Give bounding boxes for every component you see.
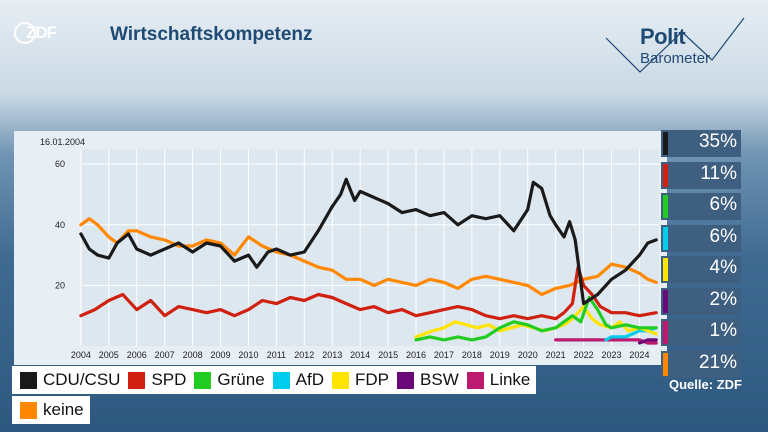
series-line-cducsu — [79, 177, 658, 306]
brand-line2: Barometer — [640, 50, 711, 67]
final-value-text: 1% — [709, 320, 737, 341]
x-tick-label: 2010 — [238, 350, 258, 360]
final-value-text: 4% — [709, 257, 737, 278]
legend-label: keine — [43, 400, 84, 419]
final-value-cducsu: 35% — [661, 130, 741, 157]
legend-swatch — [397, 371, 415, 389]
final-value-color-bar — [663, 226, 668, 250]
start-date-label: 16.01.2004 — [40, 137, 85, 147]
legend-item-fdp: FDP — [332, 370, 389, 390]
final-value-bsw: 2% — [661, 287, 741, 315]
legend-label: AfD — [295, 370, 325, 389]
x-tick-label: 2022 — [574, 350, 594, 360]
final-value-color-bar — [663, 195, 668, 218]
legend-label: Grüne — [217, 370, 265, 389]
final-value-color-bar — [663, 258, 668, 281]
legend-label: SPD — [151, 370, 187, 389]
brand-line1: Polit — [640, 24, 686, 49]
x-tick-label: 2018 — [462, 350, 482, 360]
x-tick-label: 2005 — [99, 350, 119, 360]
final-value-text: 21% — [698, 351, 737, 373]
final-value-color-bar — [663, 321, 668, 344]
zdf-logo-circle — [14, 22, 36, 44]
x-tick-label: 2004 — [71, 350, 91, 360]
x-tick-label: 2024 — [629, 350, 649, 360]
legend-item-cducsu: CDU/CSU — [20, 370, 120, 390]
series-line-bsw — [637, 338, 658, 345]
legend-item-bsw: BSW — [397, 370, 459, 390]
legend-item-linke: Linke — [466, 370, 531, 390]
x-tick-label: 2009 — [211, 350, 231, 360]
x-tick-label: 2019 — [490, 350, 510, 360]
legend-item-spd: SPD — [128, 370, 186, 390]
x-tick-label: 2017 — [434, 350, 454, 360]
final-value-color-bar — [663, 163, 668, 187]
final-value-text: 2% — [709, 288, 737, 310]
x-tick-label: 2006 — [127, 350, 147, 360]
legend-label: BSW — [420, 370, 459, 389]
x-tick-label: 2008 — [183, 350, 203, 360]
zdf-logo: ZDF — [14, 22, 57, 44]
legend-swatch — [332, 371, 350, 389]
y-tick-label: 60 — [55, 159, 65, 169]
legend-swatch — [20, 371, 37, 389]
politbarometer-graphic — [605, 17, 745, 73]
final-value-text: 6% — [709, 225, 737, 247]
final-value-color-bar — [663, 289, 668, 313]
final-value-color-bar — [663, 352, 668, 376]
legend-swatch — [128, 371, 146, 389]
politbarometer-logo: Polit Barometer — [600, 10, 760, 80]
final-value-color-bar — [663, 132, 668, 155]
legend-item-grne: Grüne — [194, 370, 265, 390]
final-value-text: 11% — [700, 162, 737, 184]
y-tick-label: 20 — [55, 280, 65, 290]
final-value-text: 6% — [709, 194, 737, 215]
legend-item-keine: keine — [20, 400, 84, 420]
x-tick-label: 2013 — [322, 350, 342, 360]
legend-row-2: keine — [12, 396, 90, 424]
x-tick-label: 2014 — [350, 350, 370, 360]
line-chart: 2004 2005 2006 2007 2008 2009 2010 2011 2012 2013… — [14, 131, 714, 365]
final-value-afd: 6% — [661, 224, 741, 252]
final-value-fdp: 4% — [661, 256, 741, 283]
x-tick-label: 2007 — [155, 350, 175, 360]
legend-swatch — [194, 371, 212, 389]
legend: CDU/CSU SPD Grüne AfD FDP BSW Linke keine — [12, 366, 660, 426]
series-line-grne — [414, 295, 658, 342]
x-tick-label: 2012 — [294, 350, 314, 360]
series-line-spd — [79, 265, 658, 321]
x-tick-label: 2015 — [378, 350, 398, 360]
zdf-logo-text: ZDF — [26, 23, 57, 42]
final-value-grne: 6% — [661, 193, 741, 220]
final-value-text: 35% — [698, 131, 737, 152]
x-tick-label: 2023 — [602, 350, 622, 360]
series-line-keine — [79, 217, 658, 297]
y-tick-label: 40 — [55, 220, 65, 230]
legend-label: Linke — [489, 370, 531, 389]
legend-swatch — [272, 371, 290, 389]
x-tick-label: 2021 — [546, 350, 566, 360]
x-tick-label: 2016 — [406, 350, 426, 360]
final-value-keine: 21% — [661, 350, 741, 378]
legend-swatch — [466, 371, 484, 389]
legend-label: CDU/CSU — [43, 370, 121, 389]
x-tick-label: 2011 — [267, 350, 286, 360]
source-label: Quelle: ZDF — [669, 377, 742, 392]
legend-row-1: CDU/CSU SPD Grüne AfD FDP BSW Linke — [12, 366, 537, 394]
legend-label: FDP — [355, 370, 390, 389]
chart-title: Wirtschaftskompetenz — [110, 24, 313, 45]
x-tick-label: 2020 — [518, 350, 538, 360]
legend-swatch — [20, 401, 37, 419]
legend-item-afd: AfD — [272, 370, 325, 390]
chart-area: 2004 2005 2006 2007 2008 2009 2010 2011 2012 2013… — [14, 131, 714, 365]
final-value-spd: 11% — [661, 161, 741, 189]
final-value-linke: 1% — [661, 319, 741, 346]
